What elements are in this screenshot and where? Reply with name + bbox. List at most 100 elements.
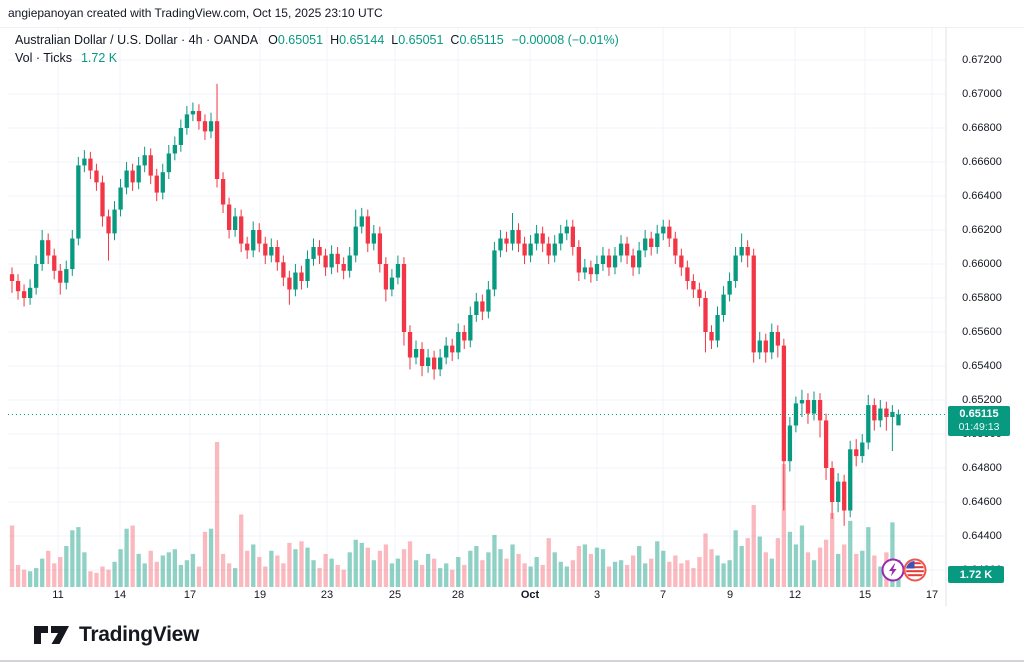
volume-bar: [679, 563, 684, 587]
candle-body: [257, 230, 262, 244]
candle-body: [293, 272, 298, 290]
volume-bar: [528, 566, 533, 587]
volume-bar: [383, 544, 389, 587]
volume-bar: [576, 546, 582, 587]
candle-body: [570, 226, 575, 247]
us-flag-event-icon[interactable]: [903, 558, 927, 582]
volume-bar: [697, 557, 702, 587]
time-axis-label: 15: [858, 589, 872, 601]
volume-bar: [58, 557, 63, 587]
candle-body: [124, 170, 129, 188]
candle-body: [486, 289, 491, 312]
candle-body: [498, 238, 503, 251]
candle-body: [432, 357, 437, 370]
candle-body: [154, 175, 159, 193]
candle-body: [872, 405, 877, 421]
volume-bar: [130, 525, 135, 587]
change-value: −0.00008 (−0.01%): [511, 33, 619, 47]
candle-body: [100, 182, 105, 217]
time-axis-label: 9: [726, 589, 734, 601]
volume-bar: [407, 541, 413, 587]
volume-bar: [588, 553, 594, 587]
low-value: 0.65051: [398, 33, 444, 47]
candle-body: [564, 226, 569, 234]
candle-body: [438, 357, 443, 370]
time-axis-label: 14: [113, 589, 127, 601]
volume-bar: [432, 558, 437, 587]
volume-bar: [727, 560, 732, 587]
volume-bar: [474, 546, 479, 587]
volume-bar: [468, 550, 473, 587]
volume-bar: [353, 539, 358, 587]
legend-row-ohlc: Australian Dollar / U.S. Dollar · 4h · O…: [15, 33, 619, 47]
volume-bar: [866, 527, 871, 587]
candle-body: [190, 111, 196, 115]
candle-body: [287, 277, 292, 290]
candle-body: [220, 179, 226, 205]
candle-body: [480, 301, 485, 312]
volume-bar: [371, 560, 376, 587]
candle-body: [462, 332, 467, 341]
volume-bar: [148, 550, 153, 587]
volume-bar: [15, 564, 21, 587]
volume-bar: [214, 442, 220, 587]
volume-value: 1.72 K: [80, 51, 118, 65]
volume-bar: [94, 572, 99, 587]
candle-body: [305, 258, 310, 281]
volume-bar: [594, 547, 600, 587]
time-axis[interactable]: 11 14 17 19 23 25 28 Oct 3 7 9 12 15 17: [0, 588, 946, 606]
volume-bar: [769, 558, 774, 587]
volume-bar: [46, 550, 51, 587]
volume-bar: [842, 544, 847, 587]
candle-body: [588, 267, 594, 275]
volume-bar: [64, 546, 69, 587]
volume-bar: [202, 531, 208, 587]
candle-body: [118, 187, 123, 210]
price-axis-label: 0.65600: [962, 326, 1002, 338]
volume-bar: [347, 552, 352, 587]
volume-bar: [799, 525, 805, 587]
tradingview-logo[interactable]: TradingView: [33, 621, 199, 649]
candle-body: [166, 153, 171, 173]
volume-bar: [733, 530, 738, 587]
volume-bar: [492, 534, 497, 587]
time-axis-label: Oct: [520, 589, 540, 601]
volume-bar: [829, 512, 835, 587]
volume-bar: [486, 552, 491, 587]
candle-body: [546, 243, 551, 256]
candle-body: [64, 269, 69, 283]
candle-body: [600, 255, 606, 264]
volume-bar: [721, 563, 726, 587]
volume-bar: [661, 550, 666, 587]
candle-body: [703, 298, 708, 332]
volume-bar: [860, 550, 865, 587]
economic-event-lightning-icon[interactable]: [881, 558, 905, 582]
candle-body: [450, 345, 455, 353]
candle-body: [896, 414, 901, 426]
volume-bar: [106, 569, 111, 587]
volume-bar: [823, 539, 829, 587]
current-price-badge: 0.65115 01:49:13: [948, 406, 1010, 436]
candle-body: [275, 247, 280, 263]
symbol-title[interactable]: Australian Dollar / U.S. Dollar · 4h · O…: [15, 33, 259, 47]
volume-indicator-label[interactable]: Vol · Ticks: [15, 51, 72, 65]
symbol-legend[interactable]: Australian Dollar / U.S. Dollar · 4h · O…: [15, 33, 619, 65]
volume-bar: [630, 555, 636, 587]
price-axis[interactable]: 0.67200 0.67000 0.66800 0.66600 0.66400 0.662…: [946, 27, 1024, 587]
candle-body: [15, 281, 21, 292]
volume-bar: [673, 555, 678, 587]
candle-body: [558, 233, 563, 244]
candle-body: [160, 172, 165, 193]
volume-bar: [305, 547, 310, 587]
candle-body: [733, 255, 738, 281]
high-value: 0.65144: [339, 33, 385, 47]
candle-body: [389, 277, 395, 290]
candlestick-chart[interactable]: [0, 0, 1024, 610]
volume-bar: [389, 563, 395, 587]
volume-bar: [655, 541, 660, 587]
volume-bar: [745, 538, 750, 587]
volume-bar: [522, 563, 527, 587]
candle-body: [299, 272, 304, 281]
candle-body: [769, 332, 774, 353]
candle-body: [836, 481, 841, 502]
